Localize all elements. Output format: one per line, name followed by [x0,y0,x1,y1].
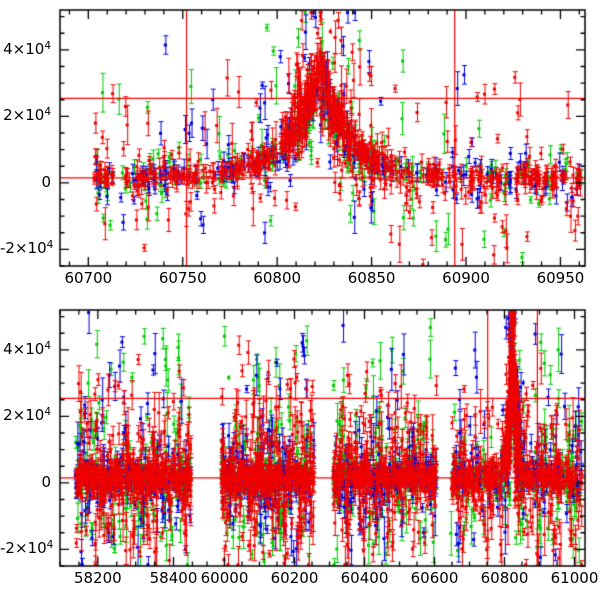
light-curve-figure: 60700 60750 60800 60850 60900 60950 4×104 2×104… [0,0,600,600]
plot-canvas [0,0,600,600]
